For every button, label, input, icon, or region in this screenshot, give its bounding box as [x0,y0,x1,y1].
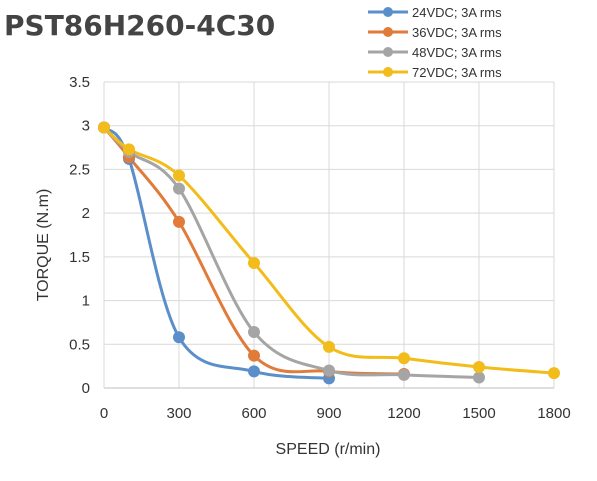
series-3-point [473,371,485,384]
x-tick-label: 1800 [537,405,570,422]
y-tick-label: 1.5 [69,249,90,266]
legend-marker-4 [383,67,393,77]
grid [104,81,555,388]
series-line-1 [102,126,330,380]
series-4-point [398,352,410,365]
series-3-point [323,364,335,377]
series-line-3 [102,126,480,380]
x-tick-label: 900 [316,405,341,422]
y-axis-label: TORQUE (N.m) [35,189,52,302]
tick-labels: 0 0.5 1 1.5 2 2.5 3 3.5 0 300 600 900 1200 1500 1800 [69,74,571,422]
y-tick-label: 3 [82,118,90,135]
x-tick-label: 1500 [462,405,495,422]
legend-label-4: 72VDC; 3A rms [412,65,502,80]
series-line-4 [102,126,555,375]
series-2-point [248,349,260,362]
series-4-point [98,121,110,134]
y-tick-label: 0 [82,380,90,397]
legend-label-2: 36VDC; 3A rms [412,25,502,40]
y-tick-label: 0.5 [69,336,90,353]
legend-marker-3 [383,47,393,57]
legend-label-3: 48VDC; 3A rms [412,45,502,60]
y-tick-label: 2 [82,205,90,222]
series-4-point [173,169,185,182]
x-tick-label: 0 [100,405,108,422]
legend-label-1: 24VDC; 3A rms [412,5,502,20]
series-1-point [173,331,185,344]
series-4-point [323,340,335,353]
series-1-point [248,365,260,378]
x-tick-label: 1200 [387,405,420,422]
y-tick-label: 3.5 [69,74,90,91]
series-4-point [248,256,260,269]
x-tick-label: 600 [241,405,266,422]
series-3-point [248,326,260,339]
series-3-point [173,182,185,195]
x-axis-label: SPEED (r/min) [276,441,381,458]
series-4-point [123,143,135,156]
legend-marker-2 [383,27,393,37]
x-tick-label: 300 [166,405,191,422]
series-4-point [548,367,560,380]
legend-marker-1 [383,7,393,17]
series-layer [98,121,560,385]
series-3-point [398,368,410,381]
series-4-point [473,361,485,374]
legend: 24VDC; 3A rms 36VDC; 3A rms 48VDC; 3A rms 7… [368,5,502,80]
y-tick-label: 1 [82,293,90,310]
chart-title: PST86H260-4C30 [4,9,275,42]
y-tick-label: 2.5 [69,161,90,178]
series-2-point [173,215,185,228]
